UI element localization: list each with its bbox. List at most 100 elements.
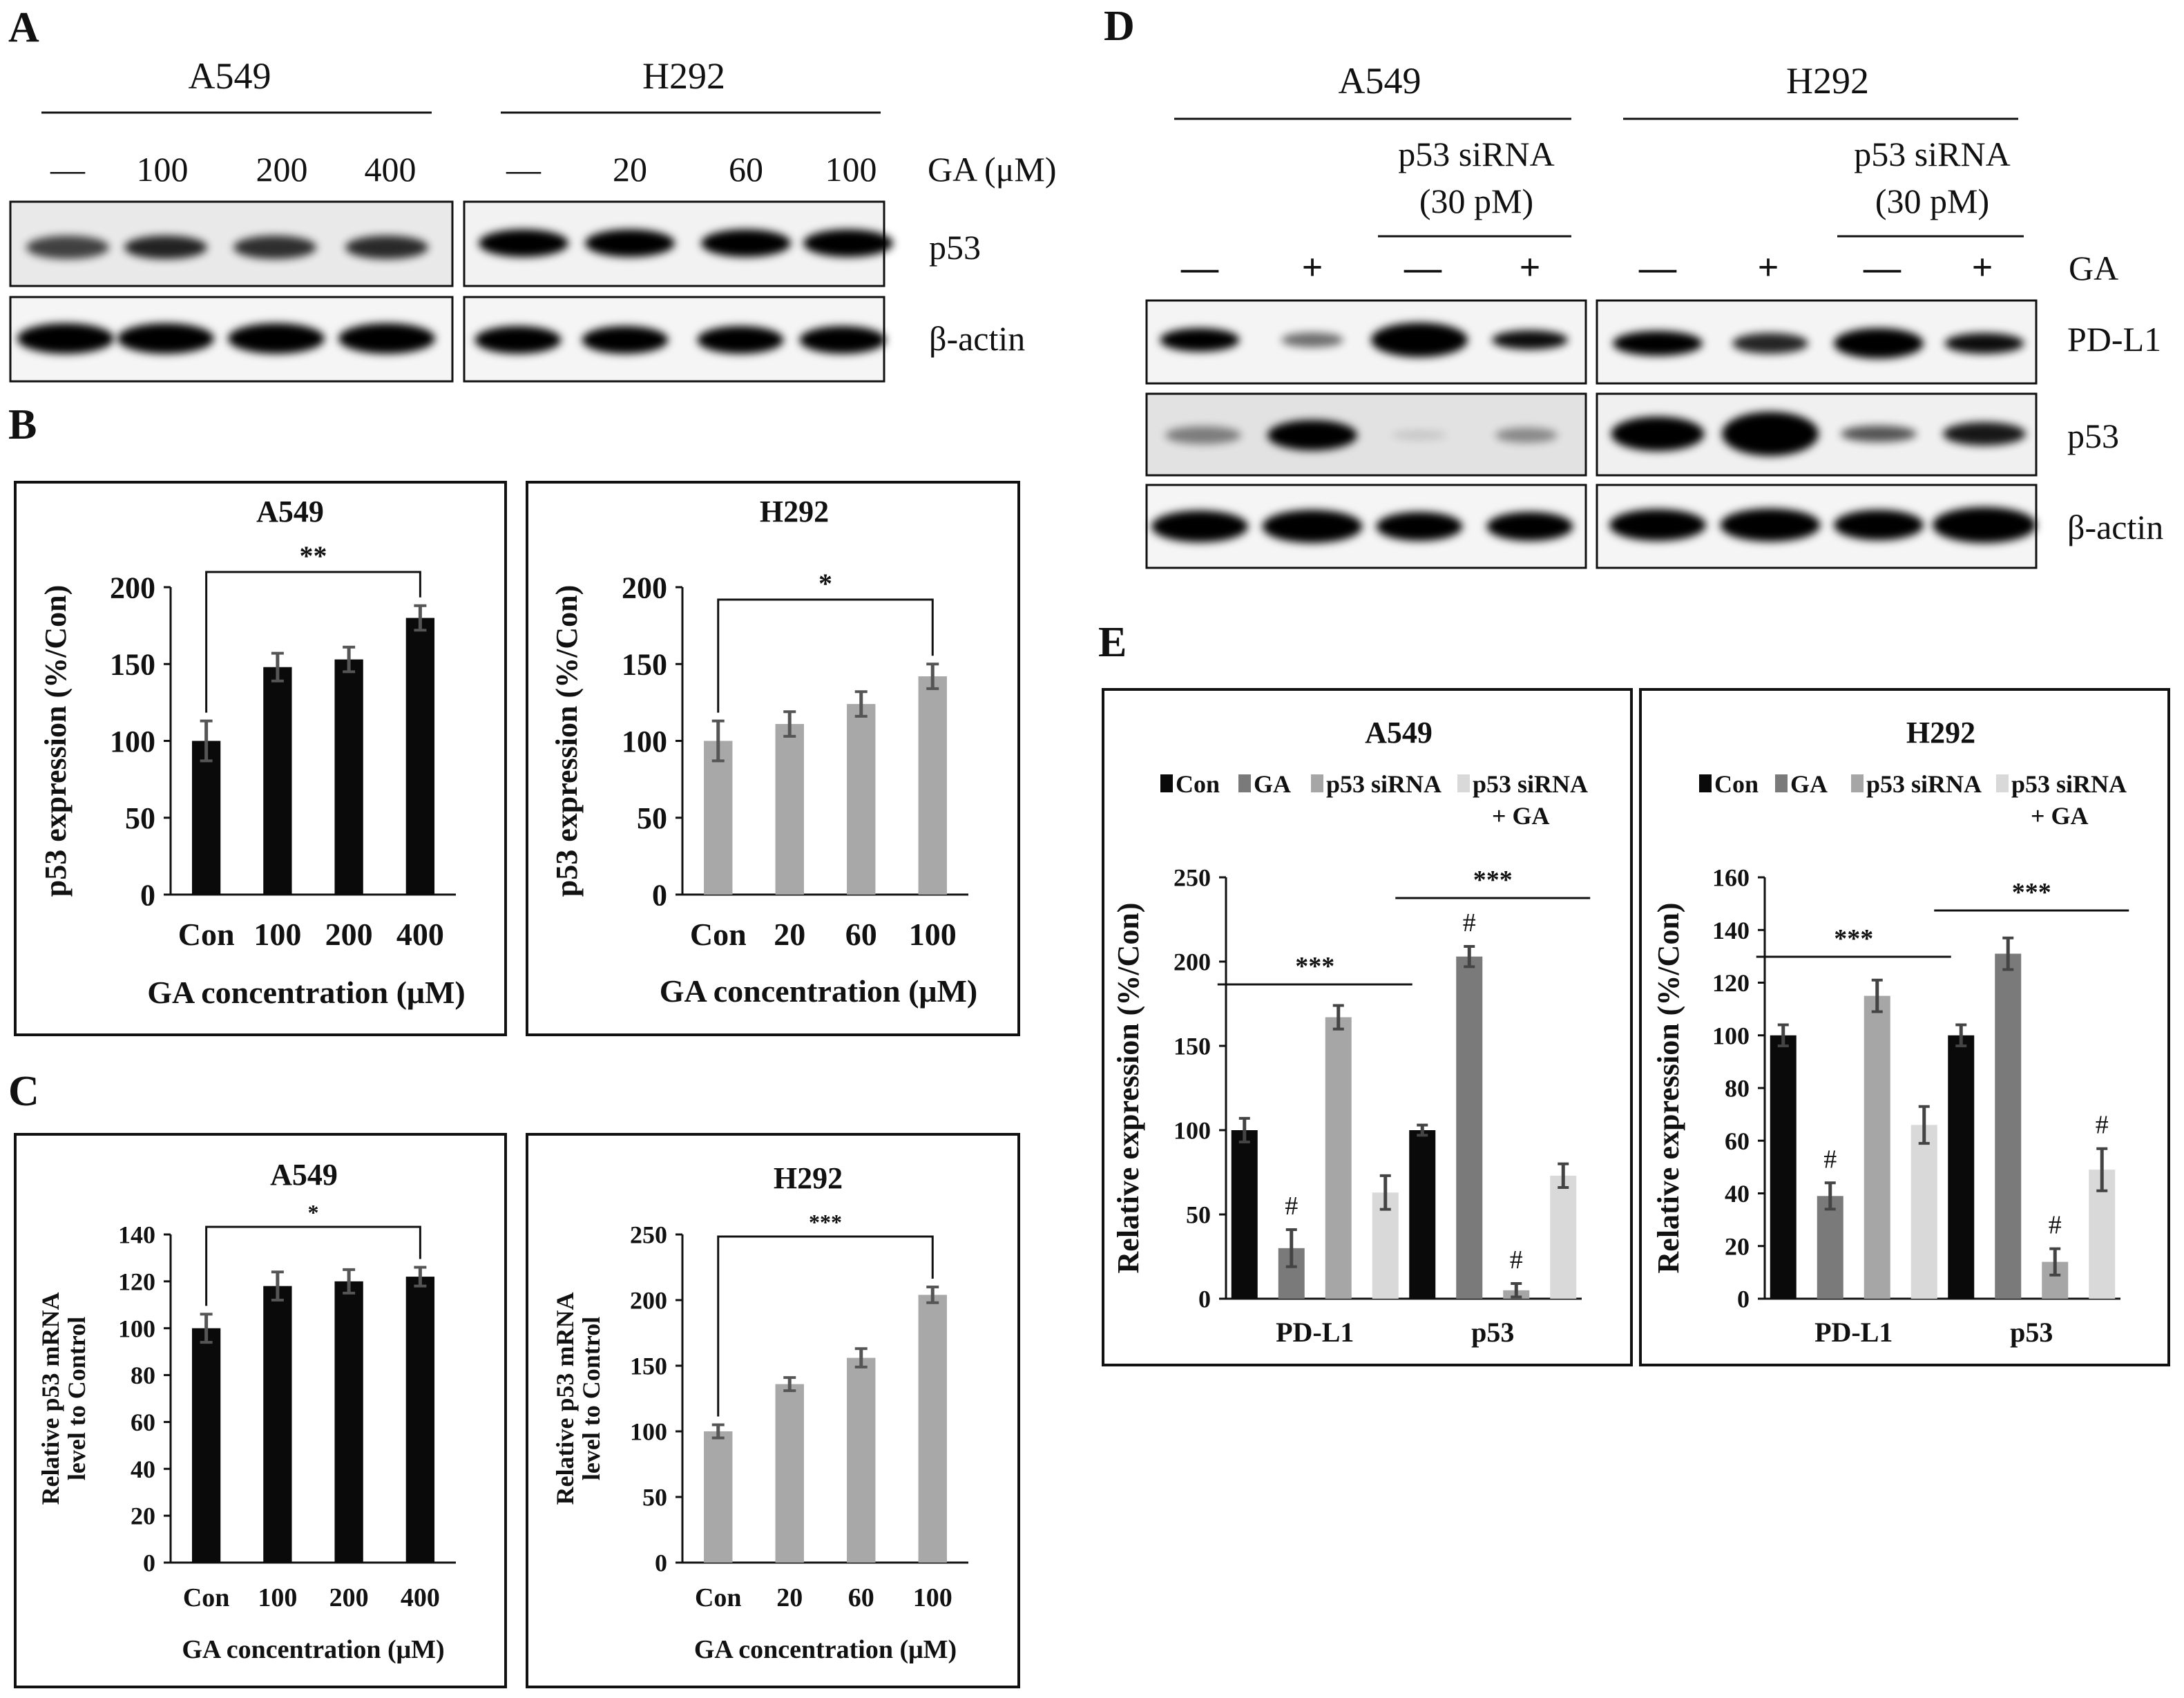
legend-swatch: [1851, 774, 1864, 792]
chart-title: H292: [774, 1161, 843, 1195]
legend-label: p53 siRNA: [1473, 770, 1588, 798]
chart-frame: [526, 1133, 1020, 1688]
lane-label: —: [1180, 247, 1219, 288]
blot-band: [1376, 512, 1463, 541]
x-axis-label: GA concentration (μM): [660, 973, 977, 1009]
blot-band: [1613, 331, 1703, 356]
y-tick-label: 150: [110, 648, 155, 682]
y-tick-label: 60: [1725, 1127, 1750, 1155]
x-tick-label: 20: [776, 1583, 803, 1612]
y-axis-label: p53 expression (%/Con): [550, 585, 584, 897]
y-tick-label: 80: [131, 1362, 155, 1389]
blot-band: [1834, 328, 1924, 359]
x-tick-label: p53: [2010, 1317, 2053, 1348]
bar: [191, 741, 221, 895]
legend-label: p53 siRNA: [1866, 770, 1982, 798]
y-axis-label: Relative p53 mRNA: [37, 1292, 64, 1505]
sirna-label: p53 siRNA: [1398, 135, 1554, 173]
bar: [918, 1295, 947, 1563]
blot-band: [1165, 426, 1241, 444]
chart-B-H292: H292 0 50 100 150 200 p53 expression (%/Con) GA…: [526, 481, 1020, 1036]
chart-title: A549: [270, 1158, 338, 1192]
y-tick-label: 0: [140, 878, 155, 912]
lane-label: +: [1972, 247, 1993, 288]
y-tick-label: 100: [1174, 1117, 1211, 1145]
bar: [704, 1431, 733, 1563]
significance-label: ***: [1834, 924, 1873, 953]
y-tick-label: 40: [1725, 1180, 1750, 1208]
y-tick-label: 150: [1174, 1033, 1211, 1060]
blot-band: [1720, 508, 1821, 542]
sirna-label: (30 pM): [1419, 182, 1533, 220]
bar: [263, 1286, 292, 1563]
blot-label: PD-L1: [2067, 320, 2161, 359]
lane-label: 100: [825, 150, 877, 189]
blot-band: [1371, 323, 1468, 357]
legend-label: + GA: [1492, 802, 1550, 830]
significance-mark: #: [1285, 1192, 1298, 1221]
legend-label: p53 siRNA: [1326, 770, 1441, 798]
blot-label: β-actin: [929, 319, 1025, 358]
x-tick-label: 200: [325, 917, 373, 952]
panel-letter-B: B: [8, 401, 37, 448]
blot-band: [582, 326, 669, 354]
y-tick-label: 150: [630, 1353, 667, 1380]
legend-swatch: [1160, 774, 1173, 792]
blot-band: [1281, 332, 1343, 347]
significance-label: ***: [2012, 878, 2051, 907]
bar: [405, 618, 435, 895]
panel-letter-E: E: [1098, 619, 1127, 666]
x-tick-label: PD-L1: [1276, 1317, 1354, 1348]
bar: [1995, 953, 2022, 1299]
x-tick-label: Con: [183, 1583, 230, 1612]
cell-line-label: A549: [189, 55, 271, 97]
lane-label: +: [1520, 247, 1541, 288]
y-tick-label: 0: [652, 878, 667, 912]
blot-band: [1151, 511, 1248, 542]
bar: [918, 676, 947, 895]
x-tick-label: 20: [774, 917, 805, 952]
legend-swatch: [1775, 774, 1788, 792]
bar: [1231, 1130, 1258, 1299]
y-tick-label: 50: [642, 1484, 667, 1511]
legend-label: p53 siRNA: [2011, 770, 2127, 798]
blot-band: [1611, 417, 1705, 451]
bar: [1910, 1125, 1937, 1299]
significance-bracket: [205, 1225, 421, 1306]
lane-label: —: [1404, 247, 1442, 288]
bar: [1409, 1130, 1436, 1299]
bar: [1770, 1035, 1797, 1299]
chart-frame: [1639, 688, 2170, 1366]
significance-bracket: [205, 571, 421, 713]
blot-band: [1944, 333, 2024, 354]
bar: [775, 724, 804, 895]
x-tick-label: 100: [253, 917, 301, 952]
blot-band: [17, 323, 114, 354]
y-tick-label: 40: [131, 1456, 155, 1483]
legend-label: Con: [1176, 770, 1220, 798]
significance-bracket: [717, 1235, 934, 1417]
blot-band: [1722, 412, 1819, 456]
legend-label: GA: [1790, 770, 1828, 798]
blot-band: [1943, 422, 2026, 446]
x-tick-label: 100: [909, 917, 957, 952]
y-tick-label: 60: [131, 1409, 155, 1436]
y-axis-label: p53 expression (%/Con): [39, 585, 73, 897]
y-tick-label: 0: [1737, 1286, 1750, 1313]
blot-label: p53: [2067, 417, 2119, 455]
y-tick-label: 50: [1186, 1201, 1211, 1229]
sirna-label: (30 pM): [1875, 182, 1989, 220]
blot-band: [1262, 510, 1363, 543]
blot-label: p53: [929, 228, 981, 267]
chart-C-A549: A549 0 20 40 60 80 100 120 140 Relative p53 mRNAl…: [14, 1133, 507, 1688]
bar: [704, 741, 733, 895]
significance-label: ***: [809, 1210, 842, 1234]
y-tick-label: 250: [1174, 864, 1211, 892]
y-tick-label: 200: [622, 571, 667, 604]
treatment-label: GA (μM): [928, 150, 1057, 189]
chart-title: H292: [760, 495, 829, 528]
y-tick-label: 200: [110, 571, 155, 604]
chart-title: H292: [1906, 716, 1975, 750]
chart-B-A549: A549 0 50 100 150 200 p53 expression (%/Con) GA…: [14, 481, 507, 1036]
